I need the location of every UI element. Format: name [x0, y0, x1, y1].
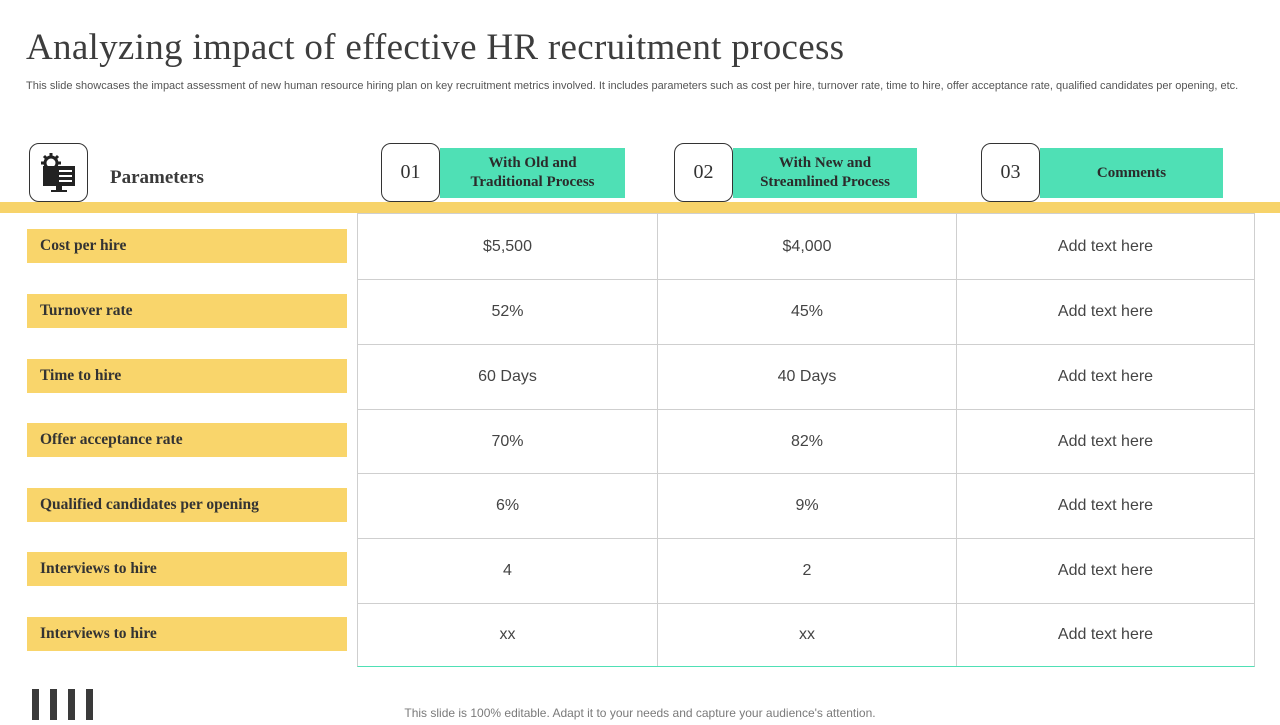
column-label-line: With New and	[778, 155, 872, 171]
old-process-cell: xx	[499, 626, 516, 643]
table-row: 52% 45% Add text here	[358, 279, 1254, 344]
old-process-cell: 6%	[495, 497, 520, 514]
new-process-cell: 40 Days	[657, 345, 956, 409]
new-process-cell: 2	[657, 539, 956, 603]
page-subtitle: This slide showcases the impact assessme…	[26, 80, 1239, 92]
new-process-cell: 82%	[657, 410, 956, 473]
column-label-line: Comments	[1096, 164, 1167, 181]
new-process-cell: 9%	[657, 474, 956, 538]
comment-cell: Add text here	[956, 410, 1254, 473]
table-row: xx xx Add text here	[358, 603, 1254, 666]
new-process-cell: 45%	[657, 280, 956, 344]
column-number: 01	[381, 143, 440, 202]
column-label-line: Streamlined Process	[760, 174, 890, 190]
comment-cell: Add text here	[956, 539, 1254, 603]
row-label-cost-per-hire: Cost per hire	[27, 229, 347, 263]
column-label-line: Traditional Process	[470, 174, 595, 190]
comment-cell: Add text here	[956, 345, 1254, 409]
header-divider-bar	[0, 202, 1280, 213]
new-process-cell: $4,000	[657, 214, 956, 279]
footer-note: This slide is 100% editable. Adapt it to…	[404, 706, 876, 720]
new-process-cell: xx	[657, 604, 956, 666]
row-label-turnover-rate: Turnover rate	[27, 294, 347, 328]
table-row: 60 Days 40 Days Add text here	[358, 344, 1254, 409]
old-process-cell: 4	[503, 562, 512, 579]
row-label-interviews-to-hire-2: Interviews to hire	[27, 617, 347, 651]
comment-cell: Add text here	[956, 214, 1254, 279]
brand-bars-logo	[32, 689, 104, 725]
comment-cell: Add text here	[956, 604, 1254, 666]
computer-gear-icon	[41, 153, 75, 192]
row-label-time-to-hire: Time to hire	[27, 359, 347, 393]
column-label: With New and Streamlined Process	[733, 148, 917, 198]
row-label-interviews-to-hire: Interviews to hire	[27, 552, 347, 586]
old-process-cell: 70%	[491, 432, 524, 450]
parameters-icon-box	[29, 143, 88, 202]
comment-cell: Add text here	[956, 280, 1254, 344]
comment-cell: Add text here	[956, 474, 1254, 538]
table-row: 4 2 Add text here	[358, 538, 1254, 603]
comparison-table: $5,500 $4,000 Add text here 52% 45% Add …	[357, 213, 1255, 667]
column-label-line: With Old and	[488, 155, 577, 171]
old-process-cell: 52%	[491, 303, 524, 320]
table-row: $5,500 $4,000 Add text here	[358, 214, 1254, 279]
table-row: 6% 9% Add text here	[358, 473, 1254, 538]
old-process-cell: $5,500	[483, 237, 532, 255]
column-number: 03	[981, 143, 1040, 202]
column-number: 02	[674, 143, 733, 202]
old-process-cell: 60 Days	[478, 368, 537, 385]
column-label: Comments	[1040, 148, 1223, 198]
row-label-qualified-candidates: Qualified candidates per opening	[27, 488, 347, 522]
column-label: With Old and Traditional Process	[440, 148, 625, 198]
parameters-header-label: Parameters	[110, 167, 204, 188]
table-row: 70% 82% Add text here	[358, 409, 1254, 473]
page-title: Analyzing impact of effective HR recruit…	[26, 27, 845, 68]
row-label-offer-acceptance-rate: Offer acceptance rate	[27, 423, 347, 457]
